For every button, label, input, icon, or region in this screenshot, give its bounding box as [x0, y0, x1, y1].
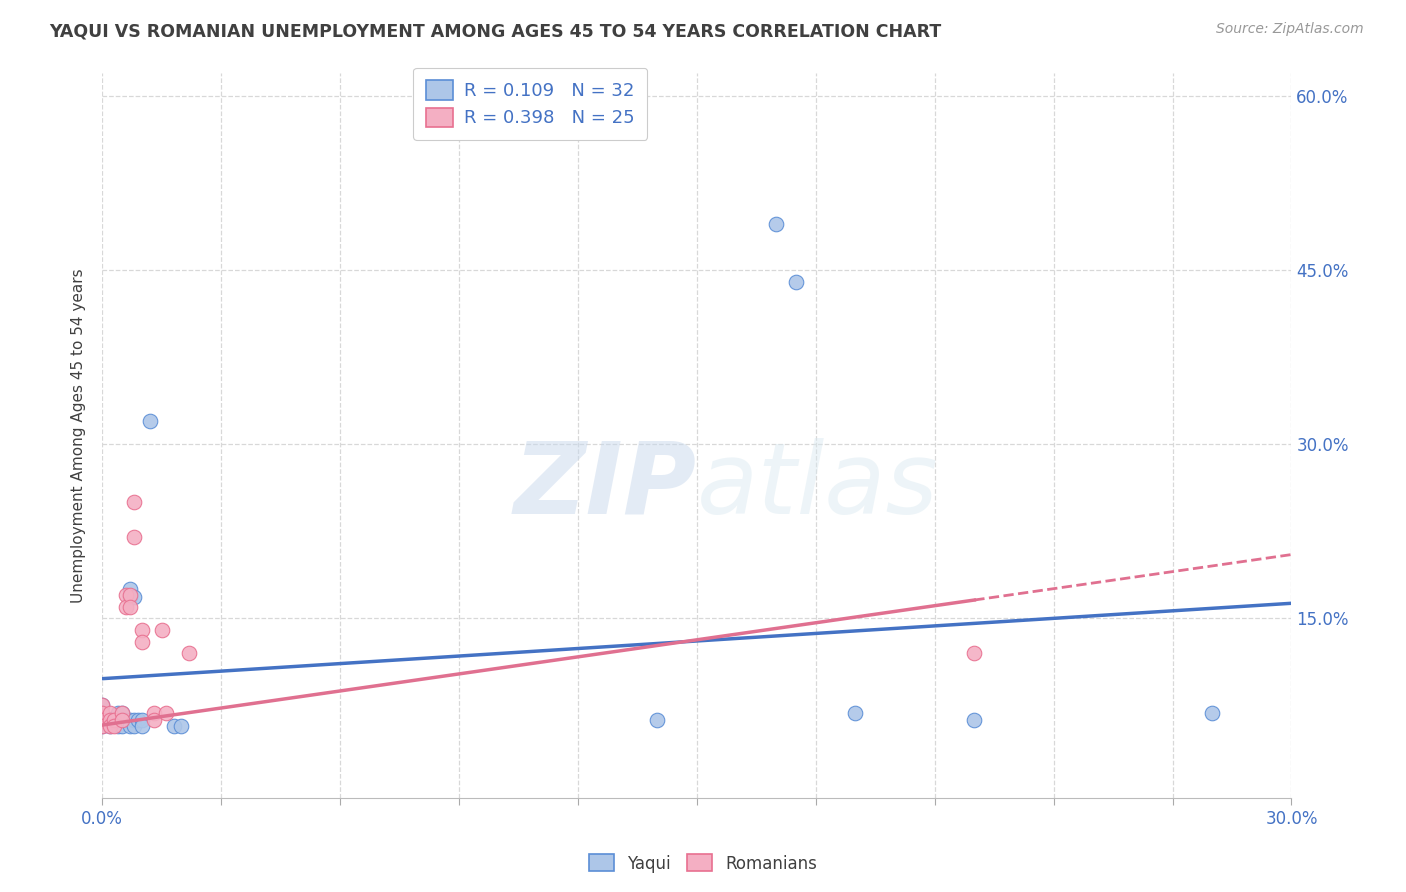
Point	[122, 714, 145, 728]
Point	[645, 714, 668, 728]
Point	[1201, 706, 1223, 721]
Point	[118, 591, 141, 605]
Point	[142, 714, 165, 728]
Text: Source: ZipAtlas.com: Source: ZipAtlas.com	[1216, 22, 1364, 37]
Point	[91, 706, 114, 721]
Point	[91, 714, 114, 728]
Legend: R = 0.109   N = 32, R = 0.398   N = 25: R = 0.109 N = 32, R = 0.398 N = 25	[413, 68, 647, 140]
Point	[155, 706, 177, 721]
Point	[91, 698, 114, 713]
Point	[91, 698, 114, 713]
Point	[115, 714, 138, 728]
Point	[142, 706, 165, 721]
Point	[111, 719, 134, 733]
Point	[111, 706, 134, 721]
Point	[115, 588, 138, 602]
Point	[98, 719, 121, 733]
Point	[103, 714, 125, 728]
Point	[91, 719, 114, 733]
Point	[139, 414, 162, 428]
Point	[118, 719, 141, 733]
Point	[91, 706, 114, 721]
Point	[91, 714, 114, 728]
Point	[115, 599, 138, 614]
Point	[91, 719, 114, 733]
Y-axis label: Unemployment Among Ages 45 to 54 years: Unemployment Among Ages 45 to 54 years	[72, 268, 86, 603]
Point	[131, 714, 153, 728]
Legend: Yaqui, Romanians: Yaqui, Romanians	[582, 847, 824, 880]
Point	[122, 719, 145, 733]
Point	[844, 706, 866, 721]
Point	[963, 646, 986, 660]
Point	[122, 495, 145, 509]
Point	[122, 591, 145, 605]
Text: YAQUI VS ROMANIAN UNEMPLOYMENT AMONG AGES 45 TO 54 YEARS CORRELATION CHART: YAQUI VS ROMANIAN UNEMPLOYMENT AMONG AGE…	[49, 22, 942, 40]
Point	[111, 706, 134, 721]
Point	[103, 719, 125, 733]
Point	[107, 714, 129, 728]
Point	[107, 719, 129, 733]
Point	[111, 714, 134, 728]
Text: ZIP: ZIP	[513, 438, 697, 535]
Point	[118, 714, 141, 728]
Point	[150, 623, 173, 637]
Point	[118, 588, 141, 602]
Point	[131, 719, 153, 733]
Point	[170, 719, 193, 733]
Point	[98, 714, 121, 728]
Point	[98, 706, 121, 721]
Point	[98, 714, 121, 728]
Point	[127, 714, 149, 728]
Point	[162, 719, 184, 733]
Point	[765, 217, 787, 231]
Point	[785, 275, 807, 289]
Point	[118, 599, 141, 614]
Point	[963, 714, 986, 728]
Point	[179, 646, 201, 660]
Point	[131, 634, 153, 648]
Point	[98, 719, 121, 733]
Point	[122, 530, 145, 544]
Point	[131, 623, 153, 637]
Point	[118, 582, 141, 597]
Point	[103, 714, 125, 728]
Point	[107, 706, 129, 721]
Text: atlas: atlas	[697, 438, 938, 535]
